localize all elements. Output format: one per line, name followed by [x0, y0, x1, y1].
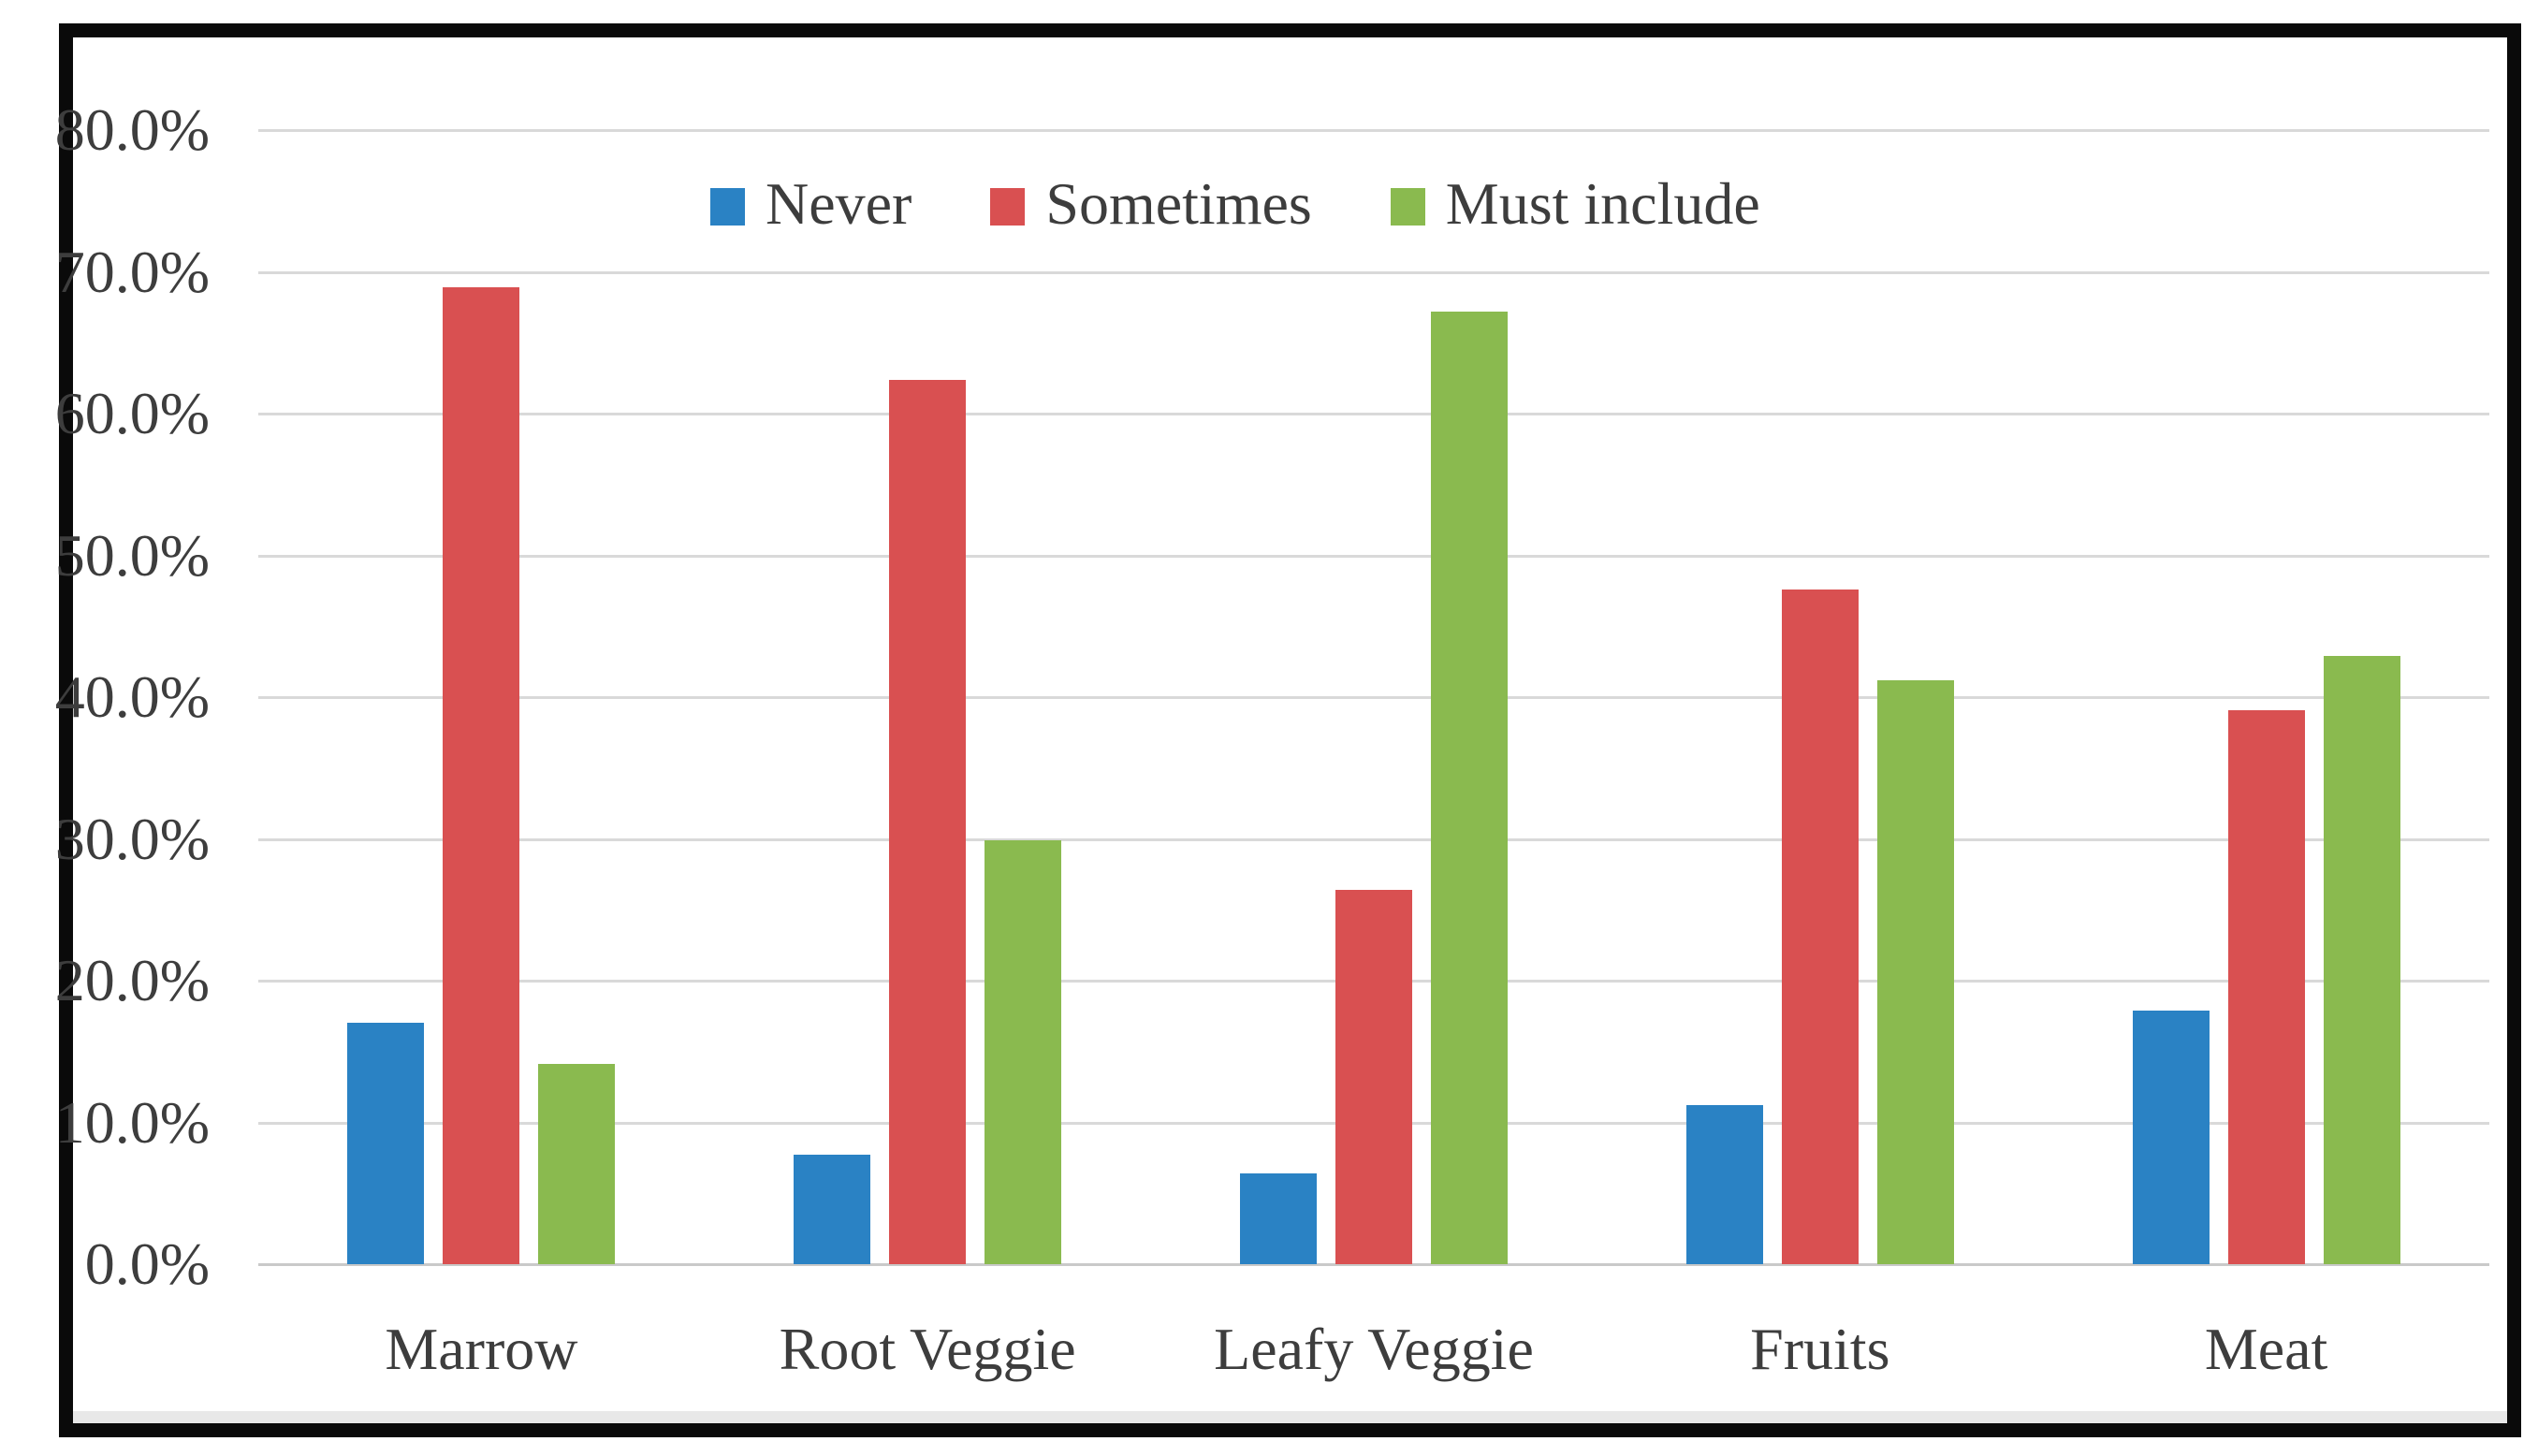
- bottom-gray-strip: [73, 1411, 2507, 1423]
- x-axis-label-fruits: Fruits: [1750, 1316, 1890, 1382]
- legend-swatch-never-icon: [710, 188, 745, 226]
- gridline-40-0-: [258, 696, 2489, 699]
- bar-marrow-must-include: [538, 1064, 616, 1264]
- y-axis-tick-50-0-: 50.0%: [54, 522, 210, 589]
- bar-marrow-sometimes: [443, 287, 520, 1264]
- gridline-60-0-: [258, 413, 2489, 415]
- y-axis-tick-40-0-: 40.0%: [54, 663, 210, 730]
- y-axis-tick-60-0-: 60.0%: [54, 380, 210, 446]
- y-axis-tick-80-0-: 80.0%: [54, 96, 210, 163]
- bar-marrow-never: [347, 1023, 425, 1264]
- bar-group-marrow: [258, 130, 705, 1264]
- bar-leafy-veggie-never: [1239, 1173, 1317, 1264]
- legend: Never Sometimes Must include: [710, 168, 1760, 240]
- legend-label-must-include: Must include: [1445, 170, 1760, 237]
- x-axis-label-root-veggie: Root Veggie: [779, 1316, 1076, 1382]
- bar-leafy-veggie-must-include: [1430, 311, 1508, 1264]
- y-axis-tick-30-0-: 30.0%: [54, 806, 210, 872]
- bar-group-leafy-veggie: [1151, 130, 1597, 1264]
- bar-fruits-must-include: [1876, 679, 1954, 1264]
- y-axis-tick-20-0-: 20.0%: [54, 947, 210, 1013]
- bar-group-meat: [2043, 130, 2489, 1264]
- bar-meat-must-include: [2323, 656, 2400, 1264]
- bar-leafy-veggie-sometimes: [1335, 890, 1412, 1264]
- gridline-80-0-: [258, 129, 2489, 132]
- legend-entry-never: Never: [710, 168, 912, 240]
- gridline-30-0-: [258, 838, 2489, 841]
- legend-entry-must-include: Must include: [1390, 168, 1760, 240]
- gridline-70-0-: [258, 271, 2489, 274]
- bar-fruits-sometimes: [1781, 589, 1859, 1264]
- x-axis-label-marrow: Marrow: [385, 1316, 578, 1382]
- bar-root-veggie-never: [794, 1155, 871, 1264]
- y-axis-tick-0-0-: 0.0%: [84, 1230, 210, 1297]
- x-axis-label-leafy-veggie: Leafy Veggie: [1214, 1316, 1534, 1382]
- legend-label-never: Never: [766, 170, 912, 237]
- bars-layer: [258, 130, 2489, 1264]
- bar-meat-never: [2132, 1010, 2210, 1264]
- legend-swatch-must-include-icon: [1390, 188, 1425, 226]
- legend-entry-sometimes: Sometimes: [990, 168, 1312, 240]
- gridline-0-0-: [258, 1263, 2489, 1266]
- y-axis-tick-10-0-: 10.0%: [54, 1089, 210, 1156]
- bar-meat-sometimes: [2227, 709, 2305, 1264]
- bar-fruits-never: [1685, 1105, 1763, 1264]
- bar-group-root-veggie: [705, 130, 1151, 1264]
- legend-label-sometimes: Sometimes: [1045, 170, 1312, 237]
- y-axis-tick-70-0-: 70.0%: [54, 239, 210, 305]
- x-axis: Marrow Root Veggie Leafy Veggie Fruits Meat: [258, 1312, 2489, 1387]
- legend-swatch-sometimes-icon: [990, 188, 1026, 226]
- gridline-50-0-: [258, 555, 2489, 558]
- x-axis-label-meat: Meat: [2204, 1316, 2328, 1382]
- plot-area: [258, 129, 2489, 1266]
- bar-group-fruits: [1597, 130, 2043, 1264]
- bar-root-veggie-sometimes: [889, 379, 967, 1264]
- bar-root-veggie-must-include: [985, 840, 1062, 1264]
